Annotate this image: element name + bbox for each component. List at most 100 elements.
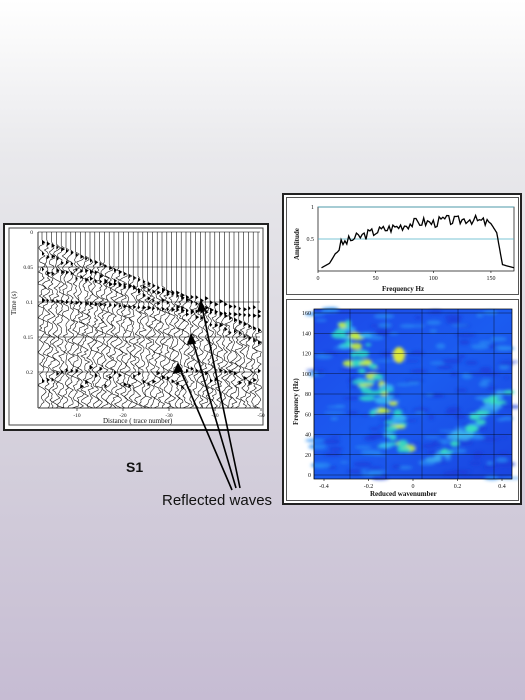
wavelet-peak — [138, 305, 141, 310]
seismogram-x-tick: -10 — [73, 413, 81, 419]
wavelet-peak — [56, 299, 60, 304]
wavelet-peak — [195, 295, 199, 300]
seismogram-x-tick: -50 — [257, 413, 265, 419]
wavelet-peak — [157, 306, 160, 311]
wavelet-peak — [253, 326, 257, 331]
wavelet-peak — [104, 278, 108, 283]
seismogram-y-tick: 0.2 — [26, 370, 33, 376]
wavelet-peak — [253, 338, 257, 343]
wavelet-peak — [85, 268, 89, 273]
wavelet-peak — [171, 307, 176, 312]
seismic-trace — [76, 232, 85, 409]
wavelet-peak — [243, 334, 246, 339]
wavelet-peak — [42, 251, 45, 256]
wavelet-peak — [157, 285, 160, 290]
wavelet-peak — [70, 300, 74, 305]
spectrum-x-label: Frequency Hz — [382, 285, 424, 293]
spectrum-line — [321, 213, 515, 269]
wavelet-peak — [171, 290, 175, 295]
seismic-trace — [167, 232, 177, 409]
seismogram-x-tick: -20 — [119, 413, 127, 419]
wavelet-peak — [90, 258, 93, 263]
spectrum-y-tick: 1 — [311, 205, 314, 211]
seismic-trace — [71, 232, 81, 409]
fk-y-tick: 80 — [305, 392, 311, 398]
wavelet-peak — [114, 303, 117, 308]
wavelet-peak — [142, 292, 146, 298]
wavelet-peak — [186, 308, 189, 313]
wavelet-peak — [51, 271, 55, 276]
seismic-trace — [123, 232, 133, 409]
wavelet-peak — [195, 314, 200, 320]
wavelet-peak — [85, 379, 89, 385]
wavelet-peak — [205, 296, 209, 301]
wavelet-peak — [152, 306, 155, 311]
seismic-trace — [253, 232, 263, 409]
wavelet-peak — [152, 289, 156, 294]
wavelet-peak — [94, 301, 99, 307]
wavelet-peak — [61, 269, 65, 275]
wavelet-peak — [248, 306, 251, 311]
spectrum-y-label: Amplitude — [293, 228, 301, 260]
spectrum-x-tick: 100 — [429, 276, 438, 282]
wavelet-peak — [61, 299, 65, 304]
seismic-trace — [157, 232, 166, 409]
fk-x-tick: 0.2 — [454, 484, 462, 490]
seismic-trace — [133, 232, 143, 409]
seismic-trace — [128, 232, 138, 409]
seismic-trace — [66, 232, 76, 409]
wavelet-peak — [186, 294, 190, 300]
fk-y-tick: 20 — [305, 453, 311, 459]
seismic-trace — [100, 232, 109, 409]
wavelet-peak — [99, 261, 102, 267]
wavelet-peak — [133, 275, 136, 281]
wavelet-peak — [123, 382, 127, 387]
wavelet-peak — [114, 267, 117, 273]
seismic-trace — [137, 232, 147, 409]
wavelet-peak — [75, 252, 78, 257]
fk-y-tick: 140 — [302, 331, 311, 337]
wavelet-peak — [243, 375, 248, 381]
wavelet-peak — [147, 281, 152, 286]
wavelet-peak — [253, 313, 257, 318]
wavelet-peak — [90, 269, 94, 275]
fk-y-tick: 40 — [305, 433, 311, 439]
wavelet-peak — [166, 300, 170, 305]
wavelet-peak — [66, 260, 69, 265]
wavelet-peak — [171, 378, 175, 384]
wavelet-peak — [104, 383, 108, 389]
seismic-trace — [147, 232, 157, 409]
wavelet-peak — [248, 380, 252, 386]
fk-y-label: Frequency (Hz) — [292, 378, 300, 425]
wavelet-peak — [80, 268, 84, 274]
wavelet-peak — [118, 303, 122, 309]
wavelet-peak — [90, 276, 94, 281]
wavelet-peak — [61, 260, 64, 266]
fk-x-tick: 0.4 — [498, 484, 506, 490]
wavelet-peak — [142, 284, 147, 289]
seismic-trace — [118, 232, 129, 409]
wavelet-peak — [104, 302, 107, 307]
wavelet-peak — [138, 371, 142, 376]
wavelet-peak — [46, 241, 51, 247]
wavelet-peak — [94, 260, 99, 265]
wavelet-peak — [147, 296, 151, 301]
wavelet-peak — [128, 283, 132, 288]
fk-y-tick: 160 — [302, 311, 311, 317]
wavelet-peak — [109, 375, 113, 380]
fk-x-tick: -0.2 — [364, 484, 374, 490]
seismic-trace — [249, 232, 259, 409]
seismogram-y-tick: 0.05 — [23, 265, 33, 271]
fk-y-tick: 0 — [308, 473, 311, 479]
wavelet-peak — [75, 276, 78, 281]
wavelet-peak — [75, 300, 80, 305]
wavelet-peak — [248, 323, 252, 329]
wavelet-peak — [46, 298, 50, 303]
seismic-trace — [61, 232, 70, 409]
wavelet-peak — [109, 302, 112, 308]
wavelet-peak — [166, 292, 170, 297]
seismogram-x-tick: -30 — [165, 413, 173, 419]
wavelet-peak — [114, 370, 117, 375]
wavelet-peak — [99, 279, 103, 284]
wavelet-peak — [248, 313, 251, 318]
